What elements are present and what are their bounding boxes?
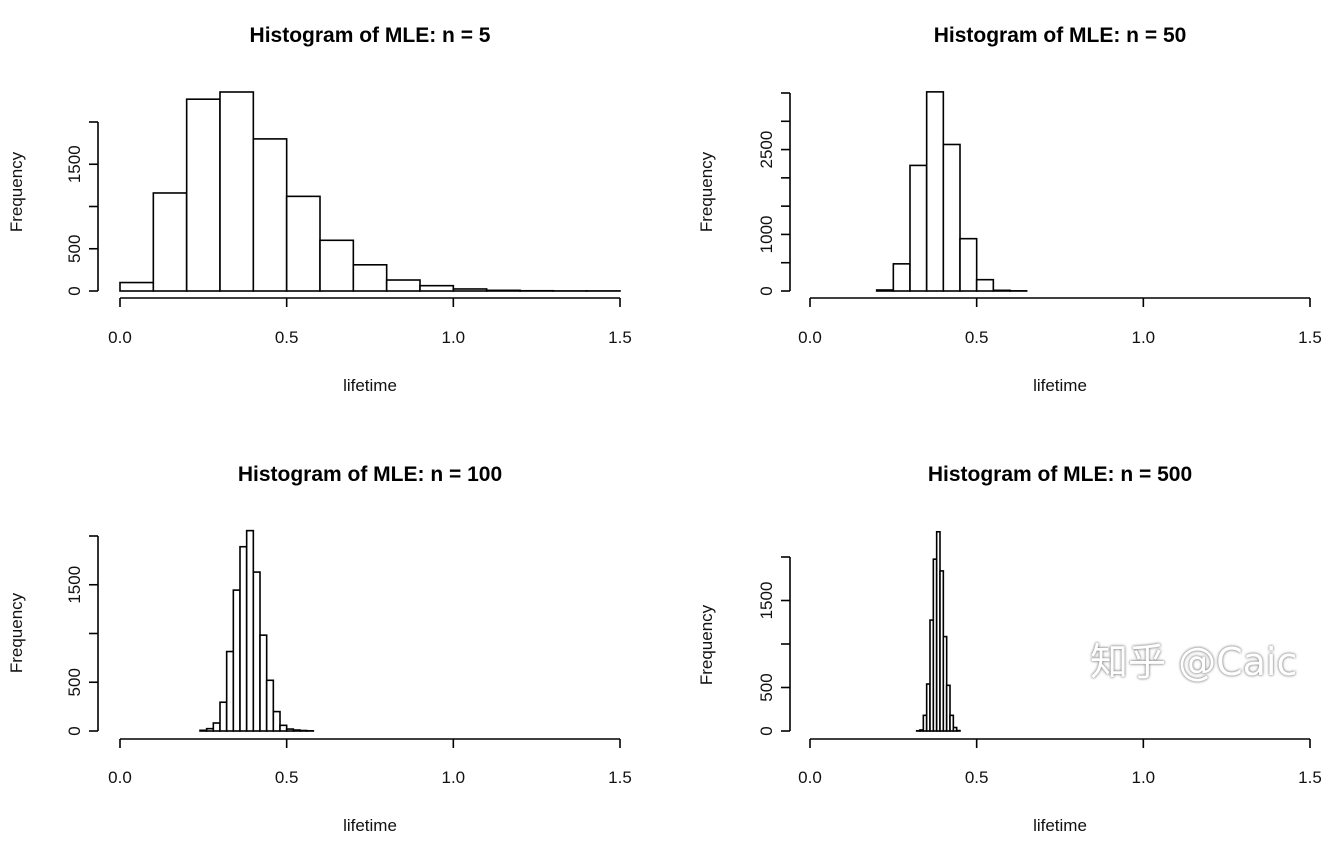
histogram-bar xyxy=(942,635,948,732)
histogram-bar xyxy=(205,727,215,732)
histogram-bar xyxy=(252,571,261,732)
x-tick-label: 1.5 xyxy=(608,768,632,787)
y-tick-label: 1500 xyxy=(757,582,776,620)
x-tick-label: 1.0 xyxy=(442,768,466,787)
histogram-panel: Histogram of MLE: n = 5 0.0 0.5 1.0 1.5 lifet… xyxy=(7,24,632,395)
x-tick-label: 1.5 xyxy=(1298,328,1322,347)
histogram-bar xyxy=(152,192,188,292)
histogram-bar xyxy=(239,545,248,732)
x-tick-label: 0.5 xyxy=(275,328,299,347)
y-tick-label: 500 xyxy=(65,668,84,696)
x-tick-label: 0.0 xyxy=(108,768,132,787)
x-tick-label: 1.5 xyxy=(608,328,632,347)
histogram-bar xyxy=(319,239,355,292)
x-tick-label: 0.5 xyxy=(965,768,989,787)
x-tick-label: 0.0 xyxy=(798,328,822,347)
y-tick-label: 2500 xyxy=(757,131,776,169)
histogram-bar xyxy=(252,138,288,292)
histogram-bar xyxy=(199,729,208,732)
y-tick-label: 1500 xyxy=(65,566,84,604)
histogram-bar xyxy=(909,164,928,292)
y-axis-label: Frequency xyxy=(697,604,716,685)
histogram-bar xyxy=(485,289,521,292)
histogram-bar xyxy=(272,710,281,732)
x-axis-label: lifetime xyxy=(1033,376,1087,395)
histogram-panel: Histogram of MLE: n = 100 0.0 0.5 1.0 1.5 lif… xyxy=(7,463,632,835)
histogram-bar xyxy=(952,726,958,732)
x-tick-label: 0.5 xyxy=(275,768,299,787)
watermark: 知乎 @Caic xyxy=(1090,640,1298,684)
histogram-bar xyxy=(892,263,911,292)
histogram-bar xyxy=(285,728,295,732)
y-axis-label: Frequency xyxy=(697,151,716,232)
y-tick-label: 1000 xyxy=(757,216,776,254)
chart-title: Histogram of MLE: n = 5 xyxy=(250,24,491,47)
x-tick-label: 1.5 xyxy=(1298,768,1322,787)
histogram-bar xyxy=(875,289,895,292)
x-tick-label: 0.0 xyxy=(108,328,132,347)
y-tick-label: 500 xyxy=(65,235,84,263)
histogram-bar xyxy=(352,264,388,292)
histogram-bar xyxy=(279,724,288,732)
y-axis-label: Frequency xyxy=(7,592,26,673)
x-tick-label: 0.0 xyxy=(798,768,822,787)
y-axis-label: Frequency xyxy=(7,151,26,232)
histogram-bar xyxy=(232,589,241,732)
x-tick-label: 1.0 xyxy=(1132,768,1156,787)
y-tick-label: 0 xyxy=(65,726,84,735)
histogram-panel: Histogram of MLE: n = 50 0.0 0.5 1.0 1.5 life… xyxy=(697,24,1322,395)
x-axis-label: lifetime xyxy=(343,816,397,835)
histogram-bar xyxy=(942,143,961,292)
x-tick-label: 0.5 xyxy=(965,328,989,347)
y-tick-label: 500 xyxy=(757,673,776,701)
histogram-bar xyxy=(945,684,951,732)
x-tick-label: 1.0 xyxy=(1132,328,1156,347)
histogram-bar xyxy=(259,634,268,732)
histogram-bar xyxy=(285,195,321,292)
histogram-bar xyxy=(452,288,488,292)
y-tick-label: 0 xyxy=(757,726,776,735)
chart-title: Histogram of MLE: n = 50 xyxy=(934,24,1187,47)
histogram-bar xyxy=(185,98,221,292)
histogram-bar xyxy=(245,529,255,732)
histogram-bar xyxy=(119,281,155,292)
x-axis-label: lifetime xyxy=(1033,816,1087,835)
histogram-bar xyxy=(265,679,275,732)
histogram-bar xyxy=(385,279,421,292)
histogram-bar xyxy=(949,714,955,732)
histogram-bar xyxy=(975,278,995,292)
histogram-bar xyxy=(925,91,945,292)
y-tick-label: 0 xyxy=(757,286,776,295)
histogram-bar xyxy=(292,729,301,732)
chart-title: Histogram of MLE: n = 100 xyxy=(238,463,502,486)
histogram-bar xyxy=(959,237,978,292)
histogram-bar xyxy=(219,91,255,292)
histogram-bar xyxy=(992,289,1011,292)
histogram-panel: Histogram of MLE: n = 500 0.0 0.5 1.0 1.5 lif… xyxy=(697,463,1322,835)
chart-title: Histogram of MLE: n = 500 xyxy=(928,463,1192,486)
histogram-bar xyxy=(419,284,455,292)
histogram-bar xyxy=(225,650,235,732)
y-tick-label: 1500 xyxy=(65,145,84,183)
histogram-bar xyxy=(219,701,228,732)
x-axis-label: lifetime xyxy=(343,376,397,395)
y-tick-label: 0 xyxy=(65,286,84,295)
histogram-bar xyxy=(212,722,221,732)
x-tick-label: 1.0 xyxy=(442,328,466,347)
